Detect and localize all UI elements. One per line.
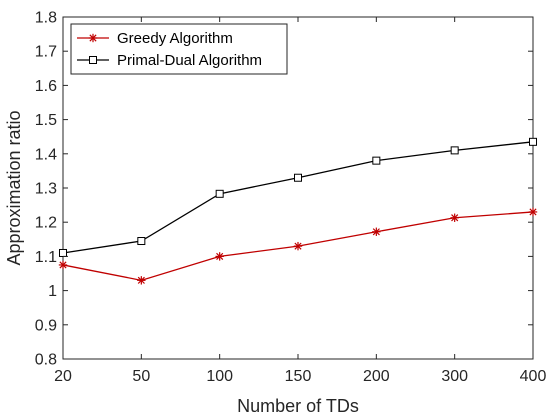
data-point	[293, 241, 303, 251]
x-axis-ticks: 20 50 100 150 200 300 400	[54, 17, 546, 385]
asterisk-marker-stroke	[89, 34, 97, 42]
data-point	[59, 248, 67, 257]
square-marker	[372, 156, 381, 165]
data-point	[528, 207, 538, 217]
data-point	[450, 146, 459, 155]
square-marker	[450, 146, 459, 155]
asterisk-marker-stroke	[451, 214, 459, 222]
data-point	[529, 137, 537, 146]
data-point	[215, 189, 224, 198]
x-tick-label: 400	[520, 368, 547, 385]
square-marker	[215, 189, 224, 198]
y-tick-label: 1.8	[35, 10, 57, 27]
y-tick-label: 1.5	[35, 112, 57, 129]
asterisk-marker-stroke	[137, 276, 145, 284]
data-point	[450, 213, 459, 222]
square-marker	[529, 137, 537, 146]
x-tick-label: 300	[441, 368, 468, 385]
square-marker	[294, 173, 302, 182]
legend-label-greedy: Greedy Algorithm	[117, 30, 233, 47]
asterisk-marker-stroke	[294, 242, 302, 250]
y-tick-label: 1.6	[35, 78, 57, 95]
data-point	[372, 227, 381, 236]
legend-label-primal-dual: Primal-Dual Algorithm	[117, 52, 262, 69]
square-marker	[59, 248, 67, 257]
x-tick-label: 150	[285, 368, 312, 385]
y-tick-label: 1.1	[35, 249, 57, 266]
y-tick-label: 0.9	[35, 317, 57, 334]
asterisk-marker-stroke	[59, 261, 67, 269]
legend-box	[70, 23, 288, 75]
legend: Greedy Algorithm Primal-Dual Algorithm	[70, 23, 288, 75]
legend-marker-greedy	[88, 33, 98, 43]
data-point	[215, 252, 224, 261]
y-tick-label: 1.3	[35, 181, 57, 198]
x-tick-label: 100	[206, 368, 233, 385]
data-point	[137, 237, 146, 246]
data-point	[137, 276, 146, 285]
y-tick-label: 1.7	[35, 44, 57, 61]
data-point	[58, 260, 68, 270]
y-axis-ticks: 0.8 0.9 1 1.1 1.2 1.3 1.4 1.5 1.6 1.7 1.8	[35, 10, 533, 369]
y-tick-label: 1.2	[35, 215, 57, 232]
data-point	[294, 173, 302, 182]
x-tick-label: 20	[54, 368, 72, 385]
asterisk-marker-stroke	[372, 228, 380, 236]
data-point	[372, 156, 381, 165]
x-tick-label: 50	[132, 368, 150, 385]
asterisk-marker-stroke	[216, 252, 224, 260]
asterisk-marker-stroke	[529, 208, 537, 216]
square-marker	[137, 237, 146, 246]
y-axis-label: Approximation ratio	[4, 110, 24, 265]
x-tick-label: 200	[363, 368, 390, 385]
x-axis-label: Number of TDs	[237, 396, 359, 416]
legend-marker-primal-dual	[89, 56, 97, 64]
series-greedy	[58, 207, 538, 285]
y-tick-label: 0.8	[35, 352, 57, 369]
y-tick-label: 1	[48, 283, 57, 300]
square-marker	[89, 56, 97, 64]
y-tick-label: 1.4	[35, 146, 57, 163]
